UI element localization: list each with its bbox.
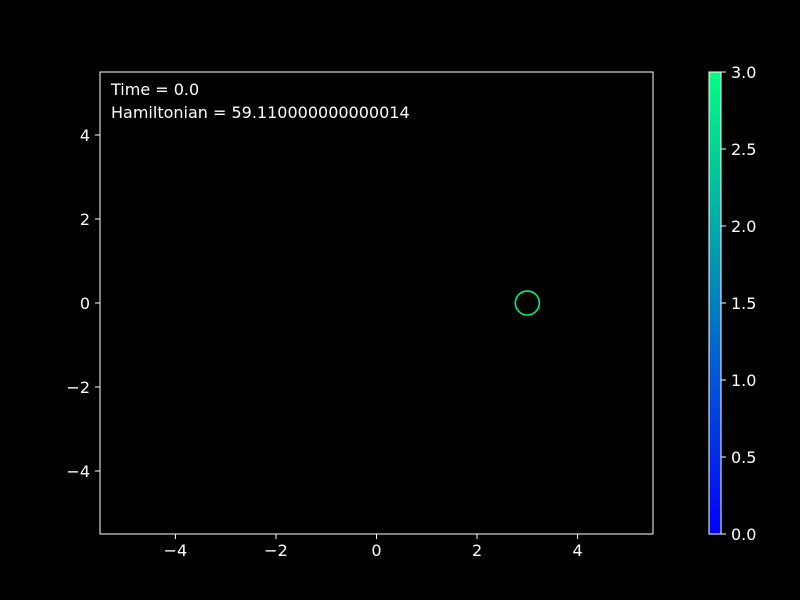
colorbar-tick-label: 0.5 (731, 448, 756, 467)
colorbar-tick-label: 1.5 (731, 294, 756, 313)
y-tick-label: 4 (80, 126, 90, 145)
x-tick-label: 4 (572, 541, 582, 560)
colorbar-gradient (708, 71, 722, 535)
colorbar-ticks: 0.0 0.5 1.0 1.5 2.0 2.5 3.0 (721, 63, 756, 544)
colorbar-tick-label: 1.0 (731, 371, 756, 390)
x-tick-label: −2 (264, 541, 288, 560)
data-point (514, 290, 541, 316)
x-tick-label: 0 (371, 541, 381, 560)
y-tick-label: 0 (80, 294, 90, 313)
y-axis: −4 −2 0 2 4 (66, 126, 100, 481)
x-axis: −4 −2 0 2 4 (164, 534, 583, 560)
colorbar: 0.0 0.5 1.0 1.5 2.0 2.5 3.0 (708, 63, 756, 544)
x-tick-label: 2 (472, 541, 482, 560)
time-annotation: Time = 0.0 (110, 80, 199, 99)
plot-area: −4 −2 0 2 4 −4 −2 0 2 4 Time = 0.0 Hamiltonian =… (66, 71, 654, 560)
y-tick-label: 2 (80, 210, 90, 229)
x-tick-label: −4 (164, 541, 188, 560)
hamiltonian-annotation: Hamiltonian = 59.110000000000014 (111, 103, 410, 122)
y-tick-label: −4 (66, 462, 90, 481)
colorbar-tick-label: 2.5 (731, 140, 756, 159)
colorbar-tick-label: 3.0 (731, 63, 756, 82)
colorbar-tick-label: 2.0 (731, 217, 756, 236)
y-tick-label: −2 (66, 378, 90, 397)
colorbar-tick-label: 0.0 (731, 525, 756, 544)
data-points (514, 290, 541, 316)
